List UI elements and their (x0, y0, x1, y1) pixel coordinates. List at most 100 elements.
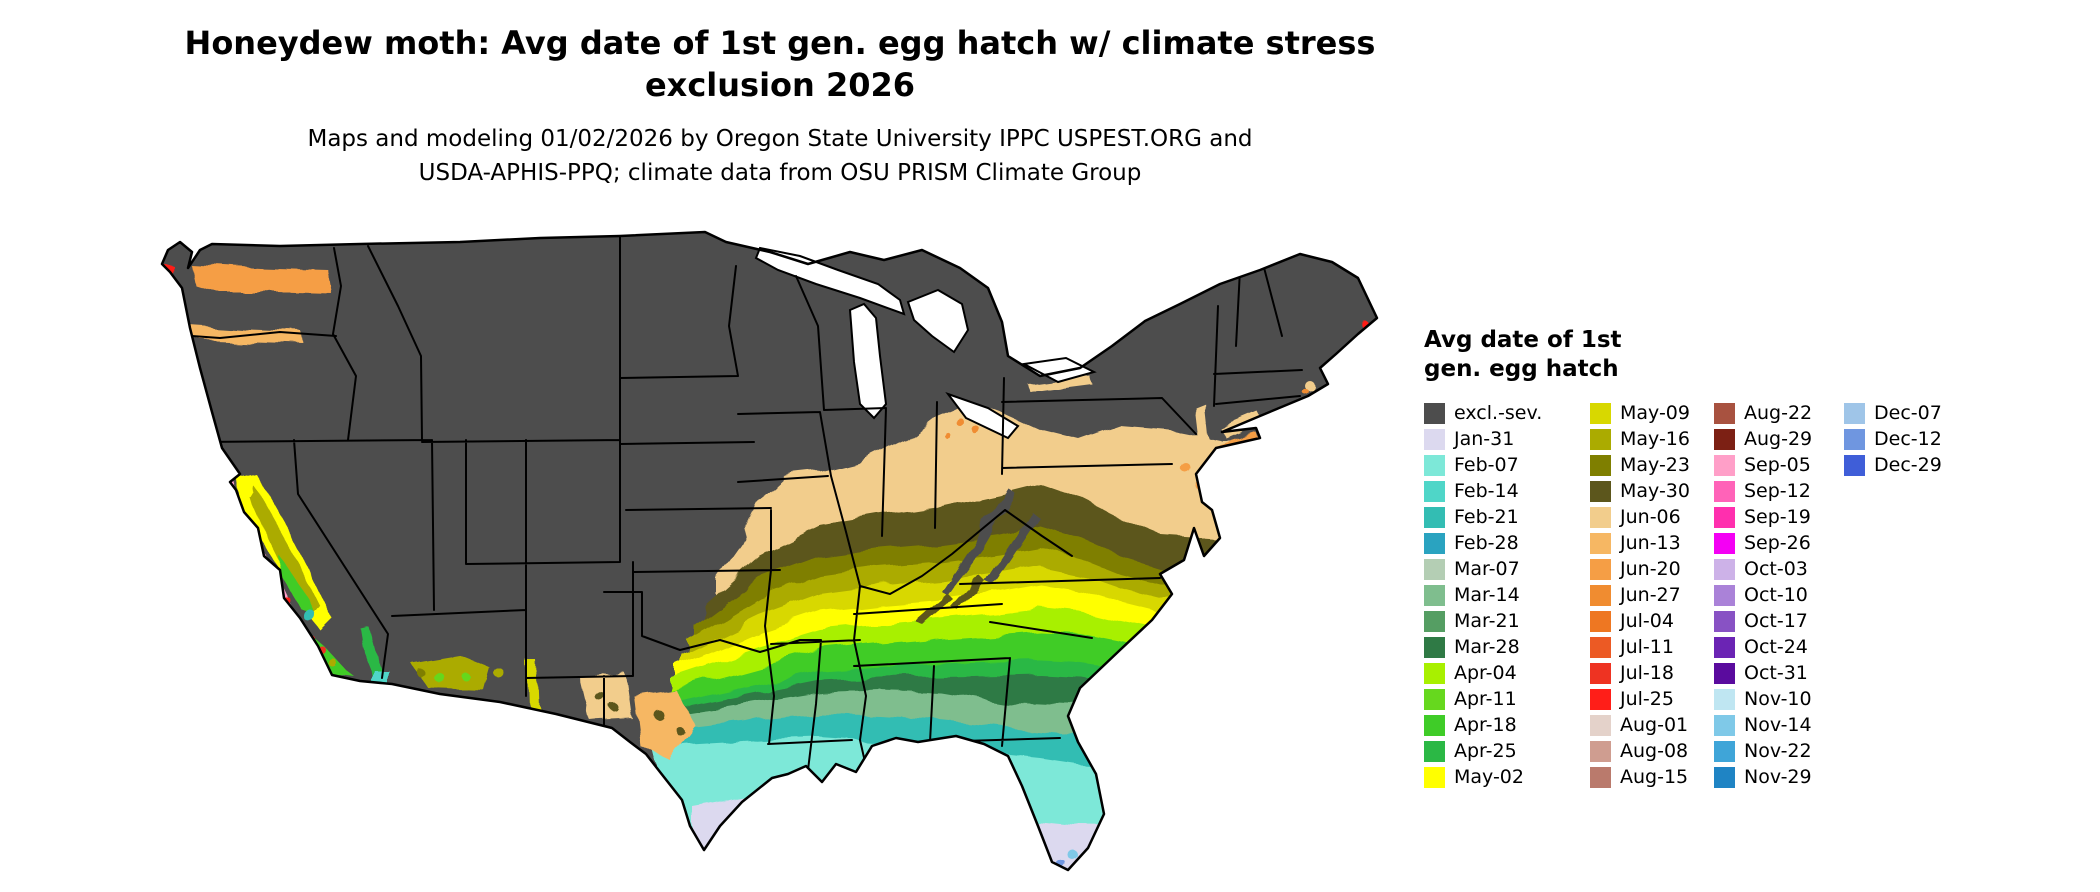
west-tx-brown-dot (676, 727, 684, 735)
legend-swatch (1714, 662, 1735, 684)
legend-swatch (1424, 740, 1445, 762)
legend-label: Oct-17 (1744, 610, 1808, 632)
socal-olive-dot (328, 658, 336, 666)
boston-tan-dot (1305, 381, 1315, 391)
legend-item: Apr-11 (1424, 686, 1590, 712)
legend-swatch (1424, 428, 1445, 450)
se-nm-brown-dot (595, 691, 605, 701)
legend-item: Oct-31 (1714, 660, 1844, 686)
legend-label: Oct-24 (1744, 636, 1808, 658)
legend-item: May-02 (1424, 764, 1590, 790)
legend-label: May-02 (1454, 766, 1524, 788)
map-title: Honeydew moth: Avg date of 1st gen. egg … (160, 22, 1400, 106)
legend-swatch (1590, 454, 1611, 476)
legend-swatch (1424, 636, 1445, 658)
legend-swatch (1714, 454, 1735, 476)
legend-label: Aug-22 (1744, 402, 1813, 424)
legend-label: Aug-15 (1620, 766, 1689, 788)
legend-label: Dec-12 (1874, 428, 1942, 450)
south-fl-blue-dot (1067, 849, 1077, 859)
legend-swatch (1590, 766, 1611, 788)
legend-item: Apr-18 (1424, 712, 1590, 738)
legend-swatch (1590, 584, 1611, 606)
legend-item: Sep-19 (1714, 504, 1844, 530)
legend-item: Nov-29 (1714, 764, 1844, 790)
legend-item: Aug-15 (1590, 764, 1714, 790)
legend-item: Sep-26 (1714, 530, 1844, 556)
legend-label: Mar-28 (1454, 636, 1520, 658)
ohio-orange-dot (974, 428, 982, 436)
legend-label: Aug-29 (1744, 428, 1813, 450)
az-darkolive-dot (418, 670, 426, 678)
legend-label: Jun-06 (1620, 506, 1681, 528)
legend-label: Aug-01 (1620, 714, 1689, 736)
legend-swatch (1844, 428, 1865, 450)
legend-label: Oct-10 (1744, 584, 1808, 606)
legend-item: Apr-25 (1424, 738, 1590, 764)
legend-swatch (1424, 506, 1445, 528)
ohio-orange-dot (956, 418, 964, 426)
legend-swatch (1714, 506, 1735, 528)
map-subtitle: Maps and modeling 01/02/2026 by Oregon S… (160, 122, 1400, 190)
legend-swatch (1714, 740, 1735, 762)
legend-label: May-09 (1620, 402, 1690, 424)
legend-item: Oct-17 (1714, 608, 1844, 634)
legend-label: Aug-08 (1620, 740, 1689, 762)
legend-swatch (1424, 558, 1445, 580)
legend-item: Nov-14 (1714, 712, 1844, 738)
legend-label: Jul-25 (1620, 688, 1674, 710)
map-title-line1: Honeydew moth: Avg date of 1st gen. egg … (184, 24, 1376, 62)
ut-stgeorge-dot (495, 669, 505, 679)
legend-label: Feb-28 (1454, 532, 1519, 554)
legend-label: excl.-sev. (1454, 402, 1543, 424)
legend-label: Feb-21 (1454, 506, 1519, 528)
legend-title-line1: Avg date of 1st (1424, 327, 1622, 353)
legend-swatch (1424, 532, 1445, 554)
ca-valley-teal-dot (304, 610, 316, 622)
legend-swatch (1590, 610, 1611, 632)
legend-item: May-30 (1590, 478, 1714, 504)
legend-item: Mar-14 (1424, 582, 1590, 608)
legend-swatch (1590, 740, 1611, 762)
legend-swatch (1424, 584, 1445, 606)
legend-swatch (1590, 506, 1611, 528)
appalachian-gray-ridge (986, 512, 1040, 586)
legend: Avg date of 1st gen. egg hatch excl.-sev… (1424, 326, 2064, 790)
legend-label: Mar-07 (1454, 558, 1520, 580)
legend-label: Jan-31 (1454, 428, 1515, 450)
or-valley-strip (176, 346, 192, 402)
legend-label: Jun-20 (1620, 558, 1681, 580)
imperial-teal-patch (374, 670, 388, 684)
legend-label: Apr-04 (1454, 662, 1517, 684)
legend-column: Aug-22 Aug-29 Sep-05 Sep-12 Sep-19 Sep-26 Oct-… (1714, 400, 1844, 790)
legend-item: Mar-07 (1424, 556, 1590, 582)
legend-item: Oct-03 (1714, 556, 1844, 582)
legend-item: Oct-24 (1714, 634, 1844, 660)
legend-item: May-09 (1590, 400, 1714, 426)
legend-label: Apr-18 (1454, 714, 1517, 736)
legend-item: Jun-27 (1590, 582, 1714, 608)
legend-swatch (1424, 766, 1445, 788)
legend-swatch (1590, 714, 1611, 736)
legend-title-line2: gen. egg hatch (1424, 356, 1619, 382)
us-map (160, 230, 1379, 872)
legend-item: Mar-28 (1424, 634, 1590, 660)
state-borders (163, 235, 1303, 785)
band-feb21 (656, 714, 1320, 870)
legend-swatch (1424, 688, 1445, 710)
legend-item: Nov-10 (1714, 686, 1844, 712)
legend-swatch (1714, 480, 1735, 502)
smokies-brown-streak (916, 594, 954, 626)
legend-label: Oct-03 (1744, 558, 1808, 580)
legend-title: Avg date of 1st gen. egg hatch (1424, 326, 2064, 384)
legend-label: Sep-12 (1744, 480, 1811, 502)
legend-item: May-16 (1590, 426, 1714, 452)
az-green-dot (461, 672, 469, 680)
legend-label: Jul-04 (1620, 610, 1674, 632)
map-header: Honeydew moth: Avg date of 1st gen. egg … (160, 22, 1400, 190)
legend-item: Dec-07 (1844, 400, 1954, 426)
great-lakes (754, 246, 1097, 440)
legend-item: Dec-12 (1844, 426, 1954, 452)
legend-label: Oct-31 (1744, 662, 1808, 684)
